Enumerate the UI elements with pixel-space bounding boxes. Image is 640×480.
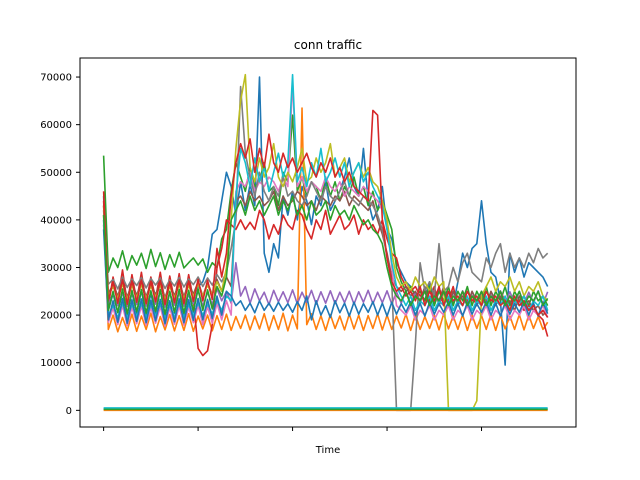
y-axis: 0 10000 20000 30000 40000 50000 60000 70000: [40, 73, 80, 417]
series-line-11: [102, 229, 549, 325]
chart-title: conn traffic: [294, 38, 362, 52]
x-axis-label: Time: [315, 445, 340, 456]
series-line-13: [102, 195, 549, 315]
x-axis: [103, 427, 483, 431]
y-tick-label: 20000: [40, 311, 72, 322]
y-tick-label: 50000: [40, 168, 72, 179]
y-tick-label: 40000: [40, 215, 72, 226]
series-line-2: [102, 107, 549, 333]
plot-frame: [79, 57, 577, 428]
y-tick-label: 30000: [40, 263, 72, 274]
y-tick-label: 70000: [40, 73, 72, 84]
series-line-12: [102, 109, 549, 318]
y-tick-label: 10000: [40, 358, 72, 369]
series-line-8: [102, 85, 549, 412]
y-tick-label: 60000: [40, 120, 72, 131]
series-lines: [102, 73, 549, 412]
y-tick-label: 0: [66, 406, 72, 417]
